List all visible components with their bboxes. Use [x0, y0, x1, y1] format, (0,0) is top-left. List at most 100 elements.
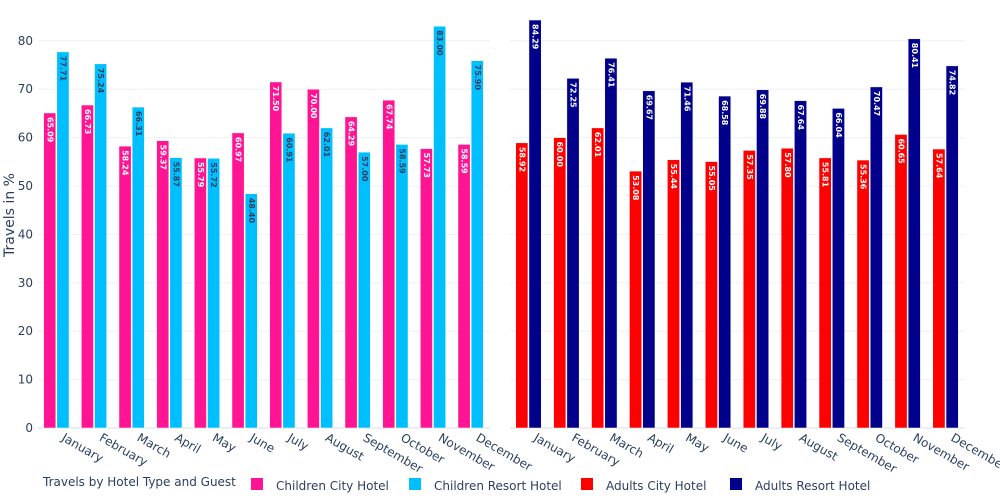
bar-value-label: 83.00 [435, 30, 444, 56]
bar-adults-resort-hotel-march[interactable] [604, 57, 618, 429]
bar-adults-city-hotel-april[interactable] [629, 170, 642, 429]
bar-value-label: 68.58 [720, 100, 729, 126]
bar-adults-city-hotel-june[interactable] [705, 161, 718, 429]
bar-value-label: 57.80 [783, 152, 792, 178]
bar-adults-resort-hotel-may[interactable] [680, 81, 694, 429]
series-adults-resort-hotel: 84.29 72.25 76.41 69.67 71.46 68.58 69.88 67.64… [528, 19, 959, 429]
bar-value-label: 64.29 [347, 121, 356, 147]
x-tick-label-january: January [531, 430, 578, 465]
bar-adults-resort-hotel-december[interactable] [945, 65, 959, 429]
y-tick-label: 80 [18, 34, 33, 48]
bar-value-label: 57.64 [934, 153, 943, 179]
bar-children-city-hotel-march[interactable] [118, 145, 132, 429]
y-tick-label: 60 [18, 131, 33, 145]
bar-children-city-hotel-february[interactable] [81, 104, 94, 429]
legend-label-children-city[interactable]: Children City Hotel [276, 479, 389, 493]
bar-value-label: 55.05 [707, 166, 716, 192]
bar-adults-city-hotel-february[interactable] [553, 137, 567, 429]
series-children-city-hotel: 65.09 66.73 58.24 59.37 55.79 60.97 71.50 70.00… [43, 81, 471, 429]
bar-adults-city-hotel-july[interactable] [742, 150, 756, 429]
right-gridlines [510, 40, 965, 429]
bar-adults-resort-hotel-august[interactable] [794, 100, 807, 429]
x-tick-label-january: January [58, 430, 105, 465]
bar-children-resort-hotel-september[interactable] [357, 151, 371, 429]
bar-value-label: 55.44 [669, 164, 678, 190]
bar-value-label: 55.79 [196, 162, 205, 188]
bar-children-resort-hotel-april[interactable] [169, 157, 183, 429]
bar-value-label: 77.71 [58, 56, 67, 82]
bar-children-resort-hotel-june[interactable] [244, 193, 258, 429]
bar-adults-resort-hotel-january[interactable] [528, 19, 542, 429]
legend-label-children-resort[interactable]: Children Resort Hotel [434, 479, 562, 493]
bar-adults-city-hotel-september[interactable] [818, 157, 832, 429]
bar-adults-resort-hotel-june[interactable] [718, 95, 732, 429]
bar-adults-city-hotel-may[interactable] [667, 159, 680, 429]
bar-children-resort-hotel-february[interactable] [94, 63, 107, 429]
legend-label-adults-city[interactable]: Adults City Hotel [606, 479, 706, 493]
bar-adults-city-hotel-november[interactable] [894, 134, 908, 429]
bar-children-city-hotel-october[interactable] [382, 99, 396, 429]
bar-value-label: 84.29 [531, 24, 540, 50]
bar-adults-city-hotel-january[interactable] [515, 142, 529, 429]
bar-children-city-hotel-january[interactable] [43, 112, 57, 429]
bar-children-resort-hotel-july[interactable] [282, 132, 296, 429]
bar-value-label: 60.97 [234, 137, 243, 162]
bar-children-city-hotel-december[interactable] [457, 144, 471, 429]
legend-swatch-adults-resort[interactable] [730, 478, 742, 490]
bar-children-city-hotel-september[interactable] [344, 116, 358, 429]
y-axis-title: Travels in % [2, 173, 18, 258]
bar-children-resort-hotel-may[interactable] [207, 158, 220, 429]
bar-value-label: 66.73 [83, 109, 92, 134]
bar-value-label: 75.90 [473, 65, 482, 91]
bar-value-label: 55.87 [171, 162, 180, 187]
bar-children-resort-hotel-march[interactable] [131, 106, 145, 429]
x-tick-label-july: July [284, 430, 311, 453]
bar-value-label: 60.91 [284, 137, 293, 163]
bar-adults-resort-hotel-october[interactable] [869, 86, 883, 429]
bar-adults-city-hotel-august[interactable] [780, 147, 794, 429]
bar-children-city-hotel-november[interactable] [420, 148, 433, 429]
bar-adults-city-hotel-october[interactable] [856, 159, 870, 429]
y-tick-label: 70 [18, 82, 33, 96]
bar-children-city-hotel-july[interactable] [269, 81, 283, 429]
bar-value-label: 58.24 [121, 150, 130, 176]
bar-value-label: 55.36 [859, 164, 868, 190]
bar-value-label: 70.00 [309, 93, 318, 119]
bar-adults-resort-hotel-november[interactable] [907, 38, 921, 429]
bar-children-city-hotel-may[interactable] [194, 157, 207, 429]
legend-title: Travels by Hotel Type and Guest [42, 475, 236, 489]
bar-adults-city-hotel-march[interactable] [591, 127, 605, 429]
bar-adults-resort-hotel-july[interactable] [756, 89, 769, 429]
bar-children-city-hotel-august[interactable] [307, 88, 320, 429]
bar-children-resort-hotel-november[interactable] [433, 26, 446, 429]
bar-adults-resort-hotel-february[interactable] [566, 78, 580, 429]
legend-label-adults-resort[interactable]: Adults Resort Hotel [755, 479, 870, 493]
bar-value-label: 71.50 [271, 86, 280, 112]
y-tick-label: 30 [18, 276, 33, 290]
bar-adults-city-hotel-december[interactable] [932, 148, 946, 429]
bar-children-resort-hotel-august[interactable] [320, 127, 333, 429]
bar-children-resort-hotel-october[interactable] [395, 144, 409, 429]
legend-swatch-adults-city[interactable] [581, 478, 593, 490]
bar-children-resort-hotel-january[interactable] [56, 51, 70, 429]
bar-adults-resort-hotel-september[interactable] [832, 108, 845, 429]
bar-value-label: 71.46 [682, 86, 691, 112]
bar-value-label: 60.00 [555, 142, 564, 168]
bar-children-city-hotel-june[interactable] [231, 132, 245, 429]
legend-swatch-children-city[interactable] [251, 478, 263, 490]
bar-value-label: 57.35 [745, 154, 754, 180]
bar-children-city-hotel-april[interactable] [156, 140, 170, 429]
bar-children-resort-hotel-december[interactable] [470, 60, 484, 429]
bar-value-label: 62.01 [322, 132, 331, 158]
bar-value-label: 62.01 [593, 132, 602, 158]
bar-value-label: 67.74 [384, 104, 393, 130]
y-tick-label: 10 [18, 373, 33, 387]
legend: Travels by Hotel Type and Guest Children… [42, 475, 870, 493]
legend-swatch-children-resort[interactable] [409, 478, 421, 490]
bar-value-label: 69.88 [758, 94, 767, 120]
x-tick-label-may: May [683, 430, 711, 455]
bar-value-label: 75.24 [96, 68, 105, 94]
bar-adults-resort-hotel-april[interactable] [642, 90, 656, 429]
